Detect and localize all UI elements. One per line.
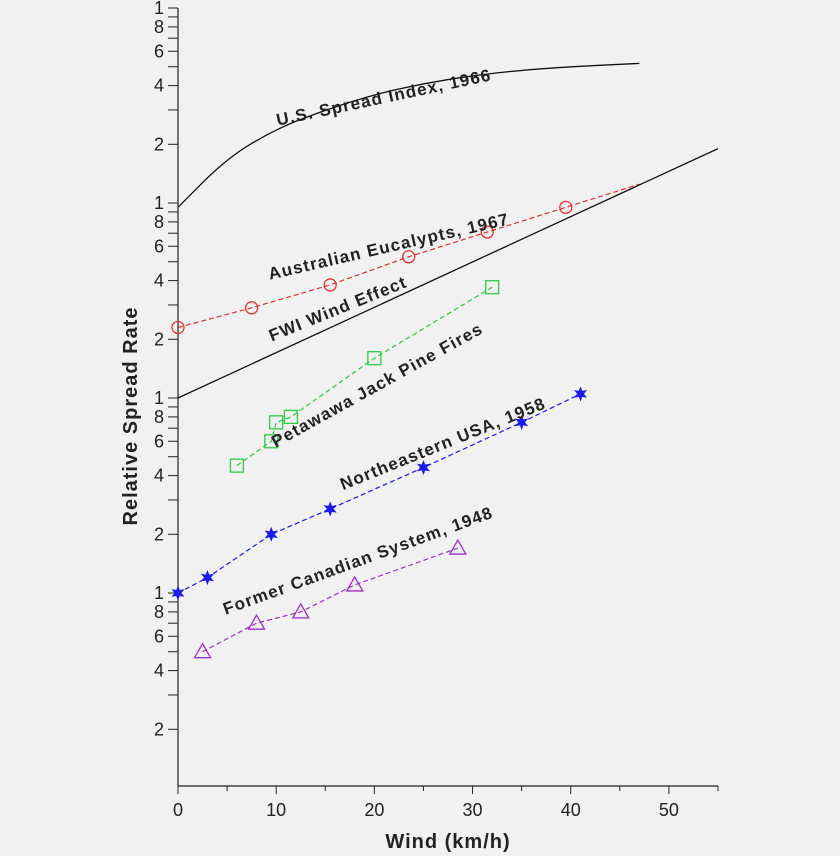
data-point-triangle	[345, 575, 364, 592]
x-tick-label: 10	[266, 800, 286, 820]
x-tick-label: 50	[659, 800, 679, 820]
data-point-star	[323, 501, 337, 517]
y-tick-label: 2	[154, 524, 164, 544]
curve-label: FWI Wind Effect	[266, 273, 410, 346]
data-point-star	[171, 585, 185, 601]
data-point-circle	[480, 225, 494, 239]
data-point-square	[485, 280, 500, 295]
y-tick-label: 4	[154, 661, 164, 681]
series-3	[229, 280, 500, 473]
data-point-triangle	[247, 613, 266, 630]
data-point-square	[367, 351, 382, 366]
y-tick-label: 2	[154, 134, 164, 154]
data-point-triangle	[448, 538, 467, 555]
x-tick-label: 40	[561, 800, 581, 820]
x-axis-title: Wind (km/h)	[385, 831, 510, 853]
y-tick-label: 1	[154, 193, 164, 213]
series-layer	[171, 62, 719, 659]
y-tick-label: 8	[154, 602, 164, 622]
y-tick-label: 6	[154, 431, 164, 451]
series-line	[202, 547, 459, 653]
series-0	[177, 62, 640, 208]
series-line	[177, 62, 640, 208]
data-point-circle	[244, 301, 259, 315]
curve-label: Northeastern USA, 1958	[337, 394, 548, 494]
curve-label: U.S. Spread Index, 1966	[275, 66, 494, 130]
y-tick-label: 8	[154, 212, 164, 232]
data-point-triangle	[193, 642, 212, 659]
y-tick-label: 1	[154, 583, 164, 603]
data-point-circle	[402, 250, 416, 264]
data-point-star	[264, 526, 278, 543]
data-point-square	[269, 415, 284, 430]
series-line	[177, 183, 640, 329]
series-2	[177, 148, 719, 399]
data-point-circle	[171, 320, 185, 335]
series-line	[177, 148, 719, 399]
y-tick-label: 2	[154, 719, 164, 739]
series-line	[236, 286, 493, 467]
y-tick-label: 6	[154, 236, 164, 256]
y-tick-label: 8	[154, 407, 164, 427]
data-point-star	[200, 569, 215, 586]
x-tick-label: 0	[173, 800, 183, 820]
y-axis-title: Relative Spread Rate	[120, 307, 142, 526]
data-point-circle	[559, 200, 573, 214]
curve-label: Former Canadian System, 1948	[221, 503, 496, 619]
y-tick-label: 1	[154, 0, 164, 18]
data-point-triangle	[291, 602, 310, 619]
data-point-star	[514, 414, 529, 431]
x-tick-label: 30	[463, 800, 483, 820]
data-point-star	[573, 386, 588, 402]
y-tick-label: 1	[154, 388, 164, 408]
curve-label: Australian Eucalypts, 1967	[266, 210, 511, 284]
data-point-square	[229, 458, 245, 473]
y-tick-label: 4	[154, 466, 164, 486]
y-tick-label: 6	[154, 41, 164, 61]
y-tick-label: 4	[154, 76, 164, 96]
data-point-square	[264, 434, 279, 449]
data-point-star	[416, 459, 431, 476]
data-point-circle	[323, 278, 337, 292]
series-1	[171, 183, 640, 335]
y-tick-label: 4	[154, 271, 164, 291]
y-tick-label: 8	[154, 17, 164, 37]
data-point-square	[283, 409, 299, 425]
y-tick-label: 2	[154, 329, 164, 349]
y-tick-label: 6	[154, 626, 164, 646]
x-tick-label: 20	[364, 800, 384, 820]
series-5	[193, 538, 467, 659]
series-4	[171, 386, 588, 601]
